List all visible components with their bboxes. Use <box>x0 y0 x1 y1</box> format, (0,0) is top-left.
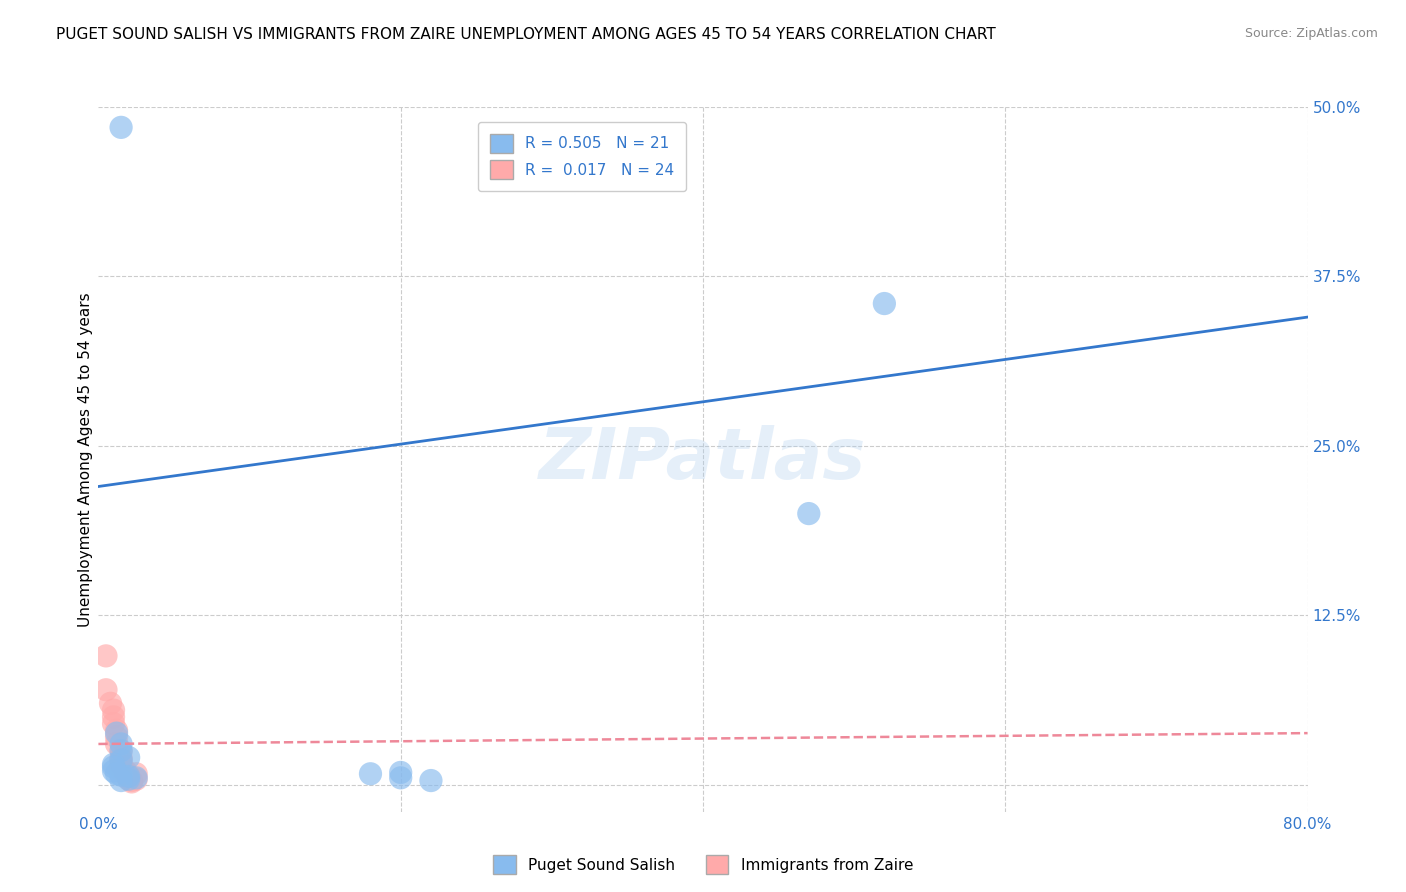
Point <box>114 764 136 778</box>
Point <box>121 773 143 788</box>
Text: Source: ZipAtlas.com: Source: ZipAtlas.com <box>1244 27 1378 40</box>
Point <box>389 771 412 785</box>
Point <box>118 772 141 787</box>
Point <box>110 750 132 764</box>
Point <box>360 766 382 780</box>
Point <box>100 696 122 710</box>
Point <box>105 766 128 780</box>
Point <box>420 773 443 788</box>
Point <box>125 766 148 780</box>
Point <box>110 744 132 758</box>
Point <box>125 772 148 787</box>
Point <box>103 716 125 731</box>
Point <box>110 744 132 758</box>
Legend: R = 0.505   N = 21, R =  0.017   N = 24: R = 0.505 N = 21, R = 0.017 N = 24 <box>478 121 686 191</box>
Point <box>105 726 128 740</box>
Point <box>105 723 128 738</box>
Point <box>118 769 141 784</box>
Point <box>114 766 136 780</box>
Point <box>94 682 117 697</box>
Point <box>110 768 132 782</box>
Point <box>110 737 132 751</box>
Point <box>110 757 132 772</box>
Point <box>110 773 132 788</box>
Point <box>94 648 117 663</box>
Point <box>105 730 128 744</box>
Point <box>118 750 141 764</box>
Point <box>873 296 896 310</box>
Point <box>103 760 125 774</box>
Point <box>105 737 128 751</box>
Point <box>103 710 125 724</box>
Point <box>118 768 141 782</box>
Point <box>118 771 141 785</box>
Point <box>110 120 132 135</box>
Point <box>125 771 148 785</box>
Y-axis label: Unemployment Among Ages 45 to 54 years: Unemployment Among Ages 45 to 54 years <box>77 292 93 627</box>
Text: PUGET SOUND SALISH VS IMMIGRANTS FROM ZAIRE UNEMPLOYMENT AMONG AGES 45 TO 54 YEA: PUGET SOUND SALISH VS IMMIGRANTS FROM ZA… <box>56 27 995 42</box>
Point <box>121 775 143 789</box>
Point <box>797 507 820 521</box>
Point <box>110 761 132 775</box>
Point <box>103 764 125 778</box>
Text: ZIPatlas: ZIPatlas <box>540 425 866 494</box>
Point <box>110 753 132 767</box>
Point <box>103 757 125 772</box>
Point <box>118 769 141 784</box>
Point <box>389 765 412 780</box>
Point <box>110 753 132 767</box>
Point <box>103 703 125 717</box>
Point <box>118 772 141 787</box>
Legend: Puget Sound Salish, Immigrants from Zaire: Puget Sound Salish, Immigrants from Zair… <box>486 849 920 880</box>
